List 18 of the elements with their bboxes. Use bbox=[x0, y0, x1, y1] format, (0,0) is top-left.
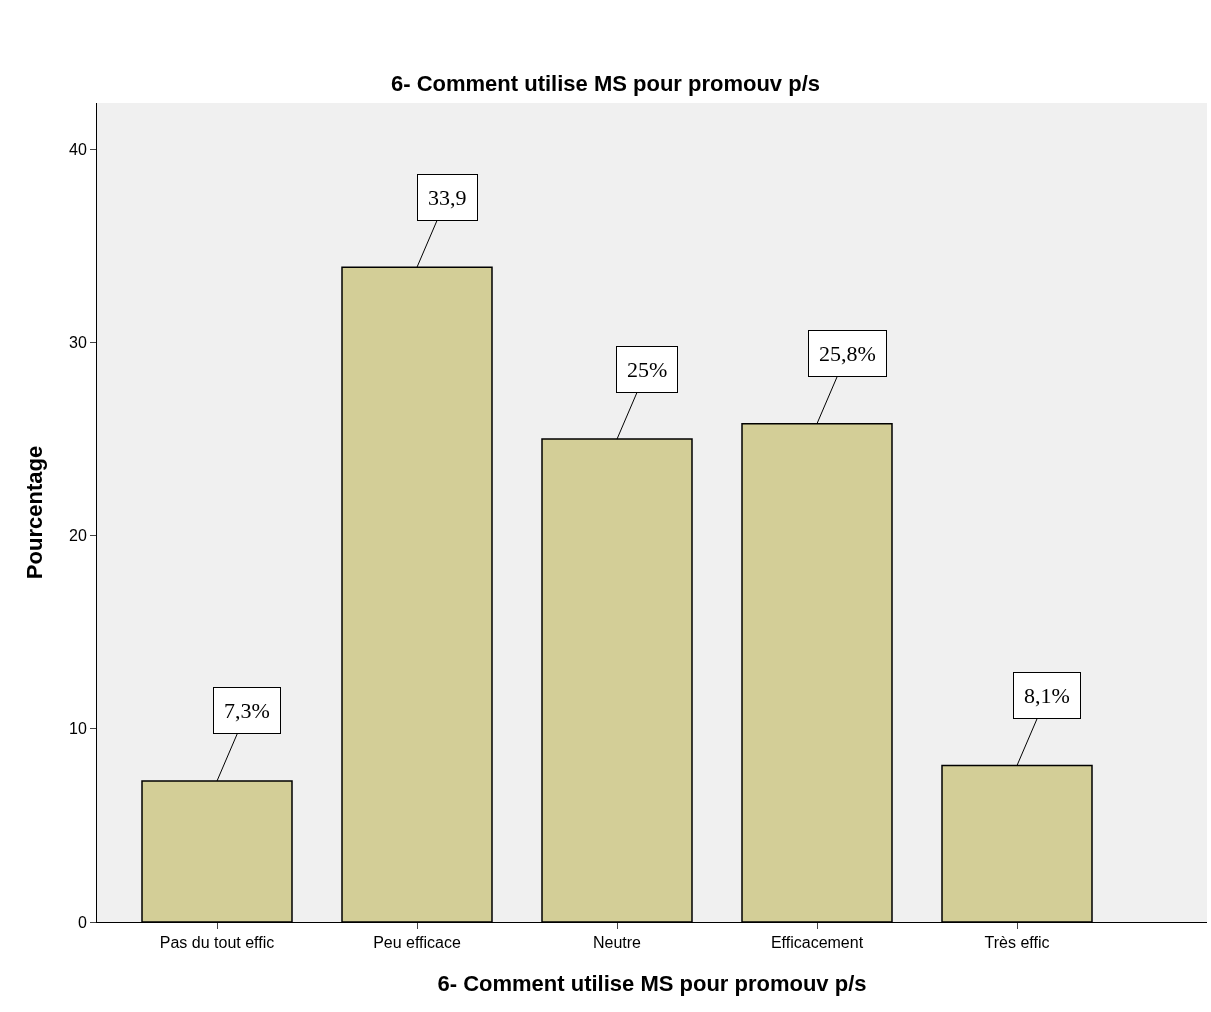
y-axis-title: Pourcentage bbox=[21, 445, 47, 580]
x-axis-title: 6- Comment utilise MS pour promouv p/s bbox=[437, 971, 867, 997]
x-tick-label: Pas du tout effic bbox=[159, 934, 275, 952]
chart-title: 6- Comment utilise MS pour promouv p/s bbox=[390, 71, 821, 97]
y-tick-label: 40 bbox=[69, 140, 87, 158]
data-label: 25,8% bbox=[819, 341, 876, 366]
y-tick-label: 10 bbox=[69, 720, 87, 738]
y-tick-label: 20 bbox=[69, 527, 87, 545]
x-tick-label: Peu efficace bbox=[373, 934, 461, 952]
data-label: 33,9 bbox=[428, 185, 467, 210]
x-tick-label: Très effic bbox=[984, 934, 1050, 952]
y-tick-label: 30 bbox=[69, 334, 87, 352]
data-label: 25% bbox=[627, 357, 668, 382]
data-label: 7,3% bbox=[224, 698, 270, 723]
x-tick-label: Neutre bbox=[592, 934, 642, 952]
y-tick-label: 0 bbox=[77, 913, 87, 931]
x-tick-label: Efficacement bbox=[770, 934, 864, 952]
data-label: 8,1% bbox=[1024, 683, 1070, 708]
